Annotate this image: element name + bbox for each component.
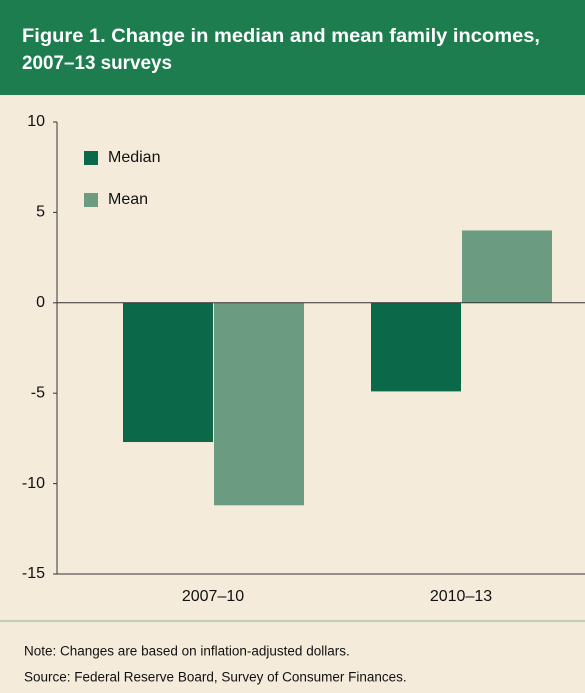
y-tick-label: -10: [22, 475, 45, 492]
y-tick-label: 5: [36, 204, 45, 221]
legend-swatch: [84, 151, 98, 165]
x-tick-label: 2007–10: [182, 588, 244, 605]
header: [0, 0, 585, 95]
chart-title: 2007–13 surveys: [22, 53, 172, 74]
y-tick-label: 0: [36, 294, 45, 311]
chart-title: Figure 1. Change in median and mean fami…: [22, 26, 540, 47]
legend-swatch: [84, 193, 98, 207]
legend-label: Mean: [108, 191, 148, 208]
bar: [371, 302, 461, 392]
y-tick-label: -15: [22, 565, 45, 582]
legend-label: Median: [108, 149, 160, 166]
source: Source: Federal Reserve Board, Survey of…: [24, 670, 407, 685]
note: Note: Changes are based on inflation-adj…: [24, 644, 350, 659]
bar: [462, 230, 552, 303]
x-tick-label: 2010–13: [430, 588, 492, 605]
y-tick-label: 10: [27, 113, 45, 130]
y-tick-label: -5: [31, 384, 45, 401]
bar: [214, 302, 304, 506]
bar: [123, 302, 213, 443]
